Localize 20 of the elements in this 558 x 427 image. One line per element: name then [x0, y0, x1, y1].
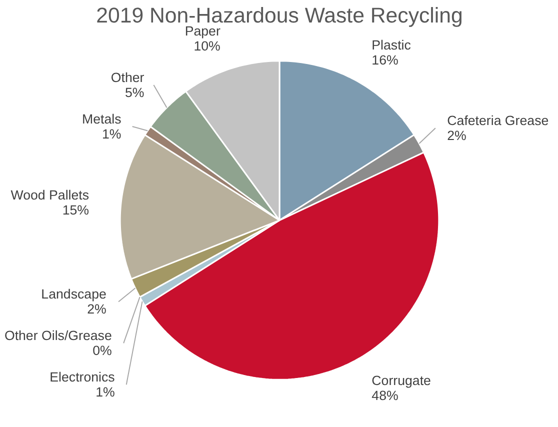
data-label: 1% [102, 126, 122, 142]
data-label: 2% [447, 128, 467, 144]
slice-label: Cafeteria Grease [447, 113, 549, 128]
slice-label: Corrugate [372, 372, 431, 388]
data-label: 15% [62, 202, 90, 218]
slice-label: Plastic [372, 38, 412, 53]
data-label: 16% [372, 52, 398, 68]
category-label: Other Oils/Grease [4, 328, 112, 344]
slice-label: Landscape [41, 286, 106, 302]
slice-label: Metals [82, 111, 122, 126]
data-label: 5% [124, 85, 144, 100]
data-label: 10% [194, 38, 221, 54]
slice-label: Wood Pallets [10, 187, 90, 202]
data-label: 48% [372, 388, 398, 403]
slice-label: Other [110, 70, 145, 86]
data-label: 2% [87, 302, 107, 317]
slice-label: Electronics [50, 370, 116, 385]
data-label: 1% [96, 384, 115, 400]
slice-label: Paper [184, 23, 221, 38]
text: 0% [92, 343, 112, 358]
